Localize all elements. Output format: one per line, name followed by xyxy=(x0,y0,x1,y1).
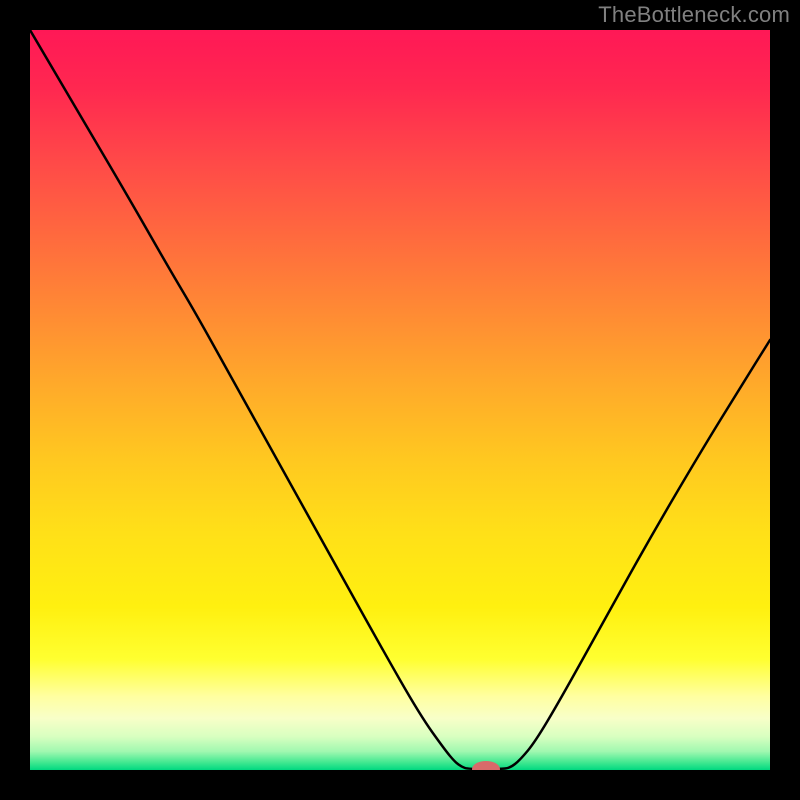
watermark-text: TheBottleneck.com xyxy=(598,2,790,28)
chart-svg xyxy=(0,0,800,800)
plot-background xyxy=(30,30,770,770)
chart-root: TheBottleneck.com xyxy=(0,0,800,800)
optimum-marker xyxy=(472,761,500,777)
